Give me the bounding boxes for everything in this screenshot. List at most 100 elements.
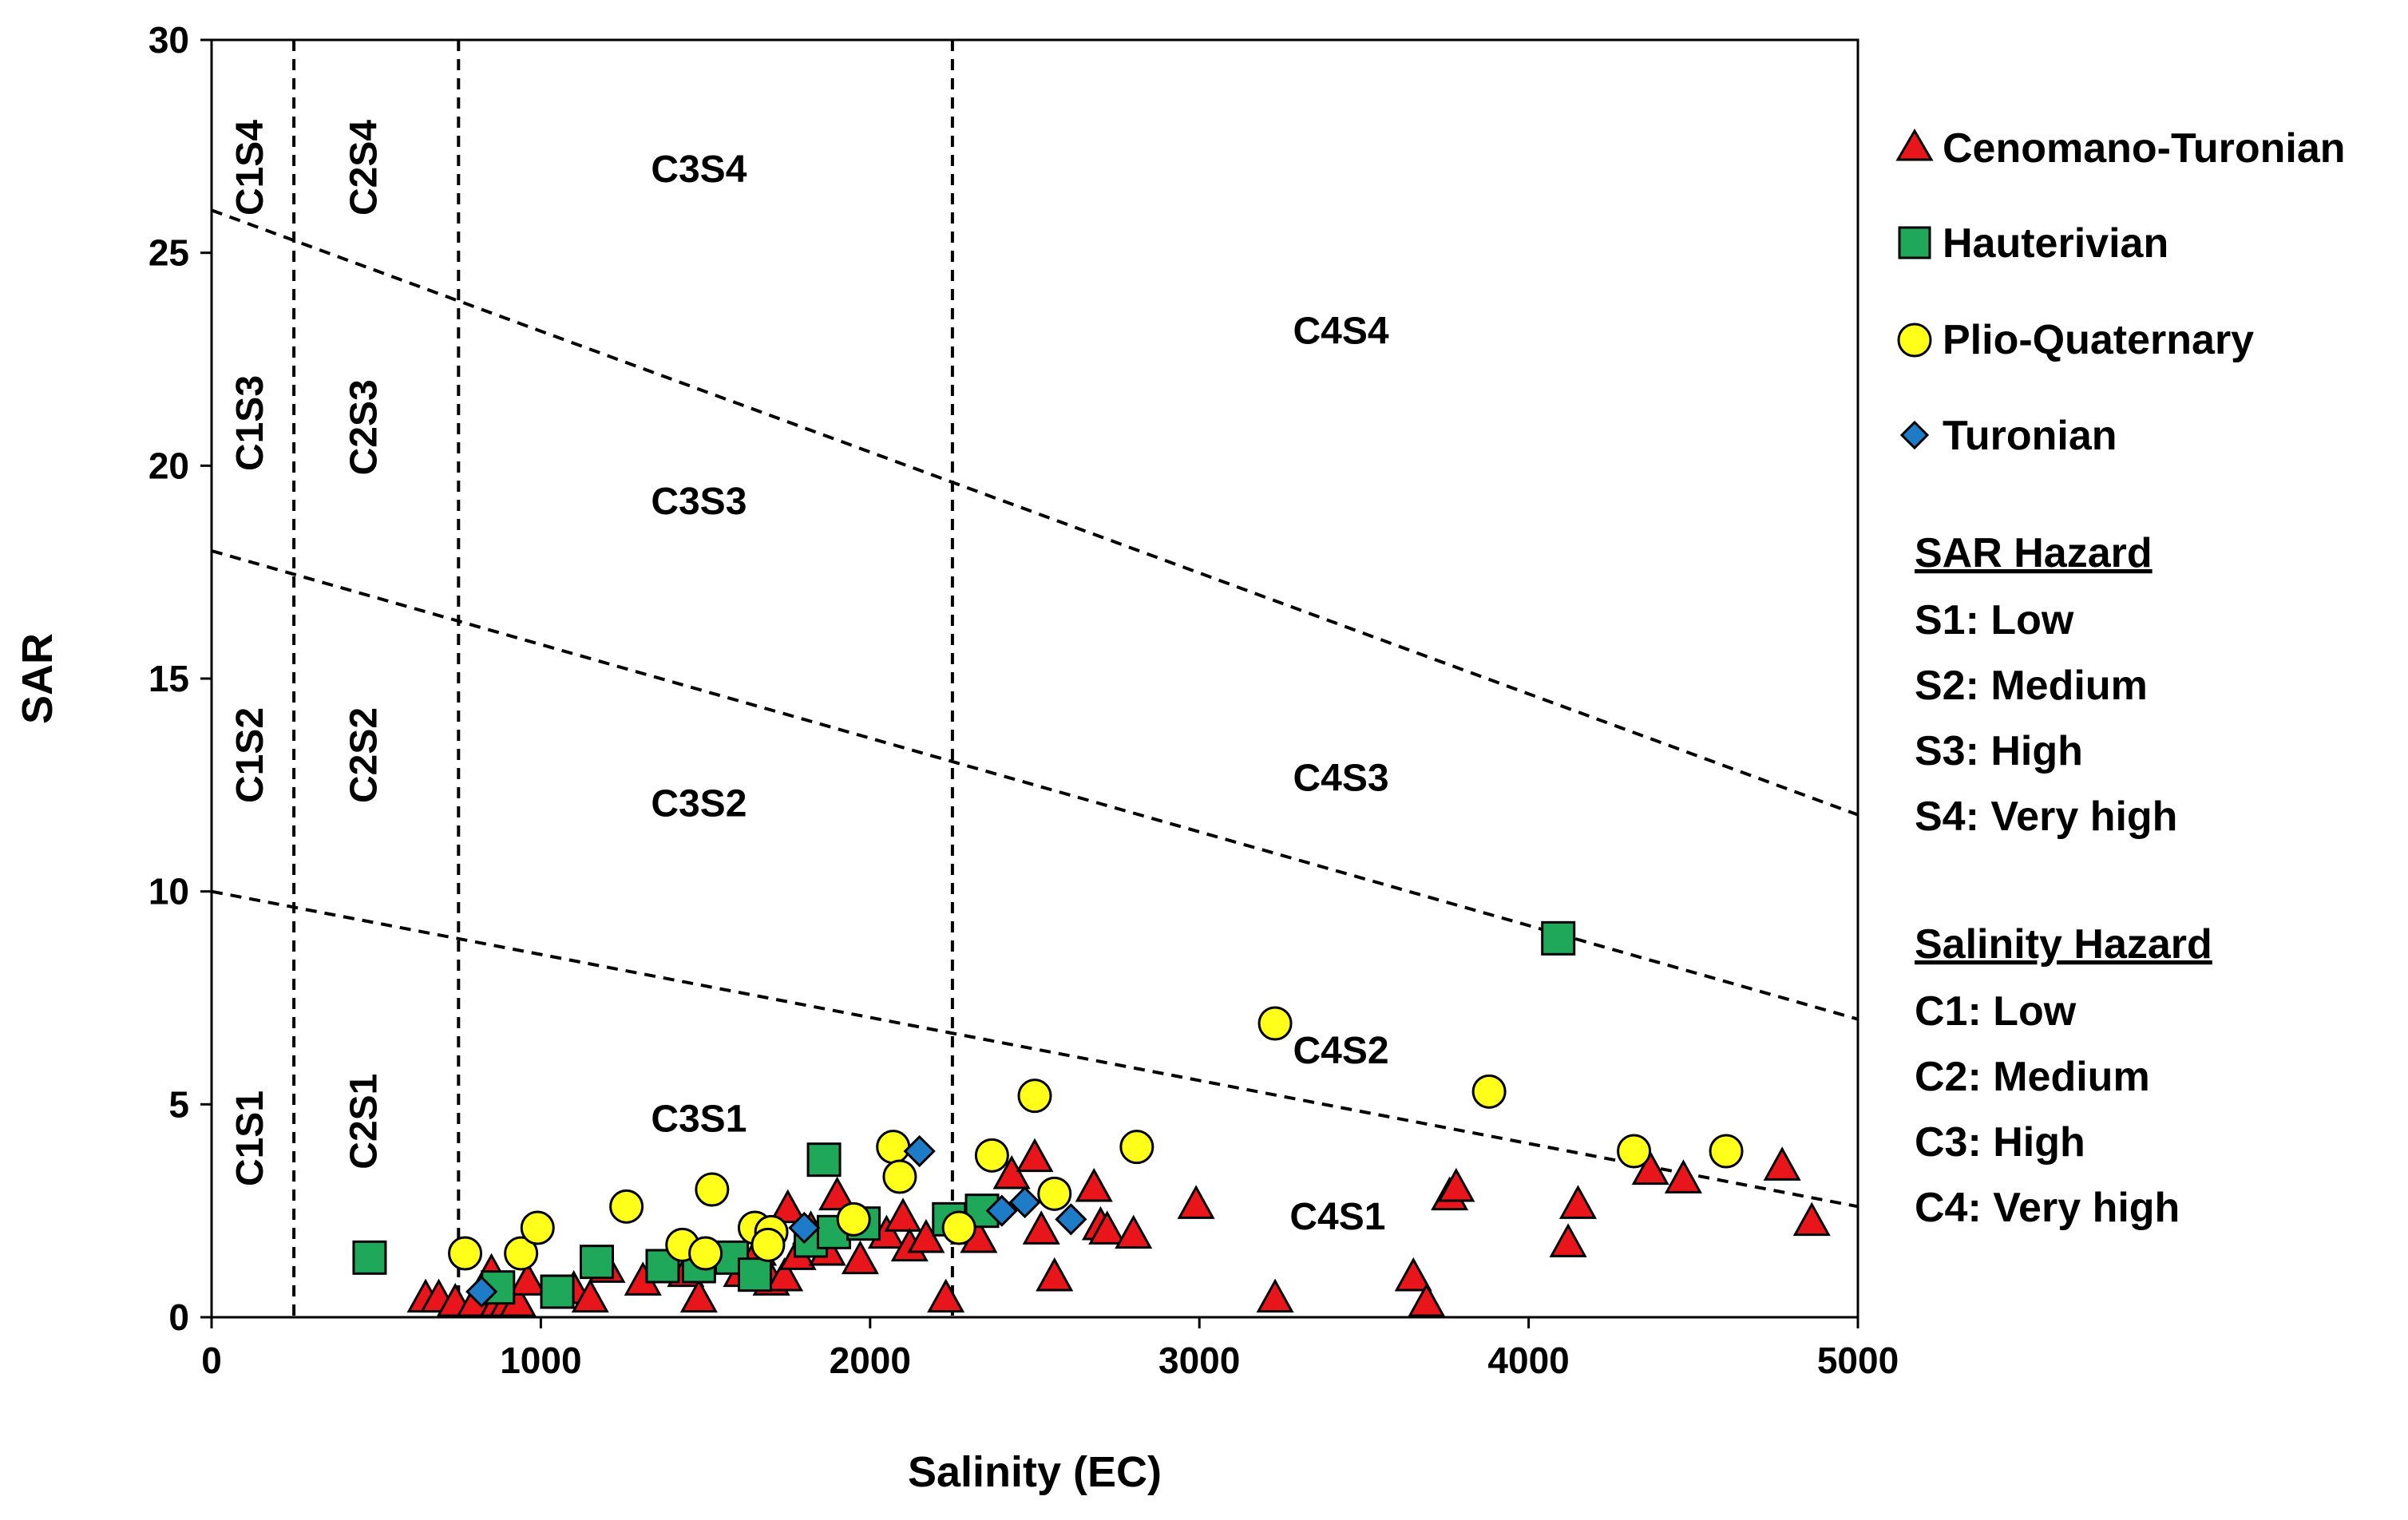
region-label-c3s2: C3S2 <box>651 783 747 825</box>
data-point-triangle <box>1177 1185 1215 1219</box>
data-point-triangle <box>769 1189 807 1224</box>
data-point-square <box>737 1257 772 1292</box>
data-point-triangle <box>1036 1257 1074 1292</box>
region-label-c3s4: C3S4 <box>651 148 747 191</box>
region-label-c4s3: C4S3 <box>1293 758 1388 800</box>
data-point-circle <box>1471 1074 1507 1109</box>
region-labels: C1S4 C2S4 C3S4 C4S4 C1S3 C2S3 C3S3 C4S3 C1S2 C2S2… <box>229 120 1389 1238</box>
y-tick-label: 25 <box>149 232 189 274</box>
legend-label-turonian: Turonian <box>1943 413 2117 459</box>
salinity-hazard-item: C4: Very high <box>1915 1185 2180 1231</box>
legend-item-turonian: Turonian <box>1899 413 2117 459</box>
y-tick-label: 10 <box>149 871 189 912</box>
data-point-triangle <box>1115 1214 1153 1249</box>
legend-item-cenomano-turonian: Cenomano-Turonian <box>1895 125 2346 172</box>
data-point-square <box>352 1240 387 1275</box>
region-label-c2s2: C2S2 <box>343 707 385 803</box>
data-points <box>352 920 1831 1317</box>
data-point-circle <box>1119 1130 1154 1165</box>
data-point-circle <box>688 1236 723 1271</box>
sar-hazard-item: S3: High <box>1915 728 2083 774</box>
x-tick-label: 3000 <box>1158 1340 1240 1381</box>
hazard-boundaries <box>211 40 1859 1317</box>
legend-marker-square <box>1898 226 1931 259</box>
series-plio-quaternary <box>448 1006 1744 1271</box>
x-tick-label: 2000 <box>830 1340 911 1381</box>
region-label-c2s4: C2S4 <box>343 120 385 216</box>
region-label-c3s3: C3S3 <box>651 481 747 523</box>
data-point-triangle <box>1256 1278 1294 1313</box>
data-point-circle <box>695 1172 730 1207</box>
data-point-circle <box>504 1236 539 1271</box>
sar-boundary-line <box>211 549 1859 1021</box>
legend-marker-circle <box>1897 323 1932 358</box>
data-point-triangle <box>766 1257 804 1292</box>
data-point-circle <box>882 1159 917 1194</box>
data-point-triangle <box>1022 1210 1060 1245</box>
data-point-circle <box>1617 1134 1652 1169</box>
data-point-triangle <box>1394 1257 1432 1292</box>
data-point-diamond <box>788 1211 821 1245</box>
x-tick-label: 5000 <box>1817 1340 1899 1381</box>
data-point-circle <box>1037 1176 1072 1211</box>
legend-label-cenomano-turonian: Cenomano-Turonian <box>1943 125 2346 172</box>
region-label-c1s4: C1S4 <box>229 120 271 216</box>
sar-boundary-line <box>211 889 1859 1209</box>
region-label-c1s2: C1S2 <box>229 707 271 803</box>
data-point-diamond <box>1055 1203 1087 1236</box>
region-label-c2s1: C2S1 <box>343 1074 385 1170</box>
sar-hazard-item: S1: Low <box>1915 597 2074 643</box>
salinity-hazard-item: C3: High <box>1915 1119 2085 1166</box>
salinity-hazard-key: Salinity Hazard C1: Low C2: Medium C3: H… <box>1915 921 2212 1231</box>
region-label-c4s2: C4S2 <box>1293 1030 1388 1072</box>
data-point-diamond <box>465 1275 498 1308</box>
sar-hazard-item: S2: Medium <box>1915 663 2148 709</box>
data-point-circle <box>1257 1006 1293 1041</box>
y-axis-title: SAR <box>14 633 61 724</box>
data-point-circle <box>974 1138 1009 1173</box>
data-point-triangle <box>1088 1210 1127 1245</box>
region-label-c2s3: C2S3 <box>343 379 385 475</box>
data-point-circle <box>609 1189 644 1224</box>
legend-marker-triangle <box>1895 129 1934 161</box>
region-label-c1s3: C1S3 <box>229 375 271 471</box>
data-point-circle <box>1017 1079 1052 1114</box>
salinity-hazard-item: C1: Low <box>1915 988 2077 1035</box>
y-tick-label: 0 <box>168 1296 189 1338</box>
sar-hazard-title: SAR Hazard <box>1915 530 2153 576</box>
data-point-triangle <box>1792 1201 1831 1237</box>
data-point-diamond <box>903 1134 936 1168</box>
data-point-triangle <box>927 1278 965 1313</box>
data-point-square <box>806 1142 842 1178</box>
data-point-triangle <box>679 1278 718 1313</box>
y-tick-label: 30 <box>149 19 189 61</box>
series-turonian <box>465 1134 1087 1308</box>
data-point-triangle <box>1437 1167 1475 1202</box>
axes: 0 1000 2000 3000 4000 5000 0 5 10 15 20 25 30 <box>149 19 1899 1381</box>
data-point-circle <box>1709 1134 1744 1169</box>
data-point-triangle <box>1016 1138 1054 1173</box>
data-point-circle <box>448 1236 483 1271</box>
data-point-circle <box>941 1210 976 1245</box>
sar-hazard-item: S4: Very high <box>1915 794 2177 840</box>
legend-label-plio-quaternary: Plio-Quaternary <box>1943 317 2254 363</box>
data-point-triangle <box>1664 1159 1702 1193</box>
data-point-triangle <box>571 1278 609 1313</box>
data-point-square <box>1541 920 1576 956</box>
salinity-hazard-item: C2: Medium <box>1915 1054 2150 1100</box>
region-label-c4s4: C4S4 <box>1293 311 1388 353</box>
data-point-circle <box>876 1130 911 1165</box>
region-label-c1s1: C1S1 <box>229 1091 271 1186</box>
sar-boundary-line <box>211 208 1859 817</box>
data-point-triangle <box>1075 1167 1113 1202</box>
data-point-triangle <box>992 1154 1031 1189</box>
data-point-square <box>540 1274 575 1309</box>
legend-marker-diamond <box>1899 420 1930 450</box>
legend: Cenomano-Turonian Hauterivian Plio-Quate… <box>1895 125 2346 459</box>
data-point-triangle <box>1549 1223 1587 1257</box>
y-tick-label: 5 <box>168 1083 189 1125</box>
data-point-square <box>580 1245 615 1280</box>
data-point-diamond <box>985 1194 1018 1227</box>
data-point-triangle <box>1763 1146 1801 1181</box>
